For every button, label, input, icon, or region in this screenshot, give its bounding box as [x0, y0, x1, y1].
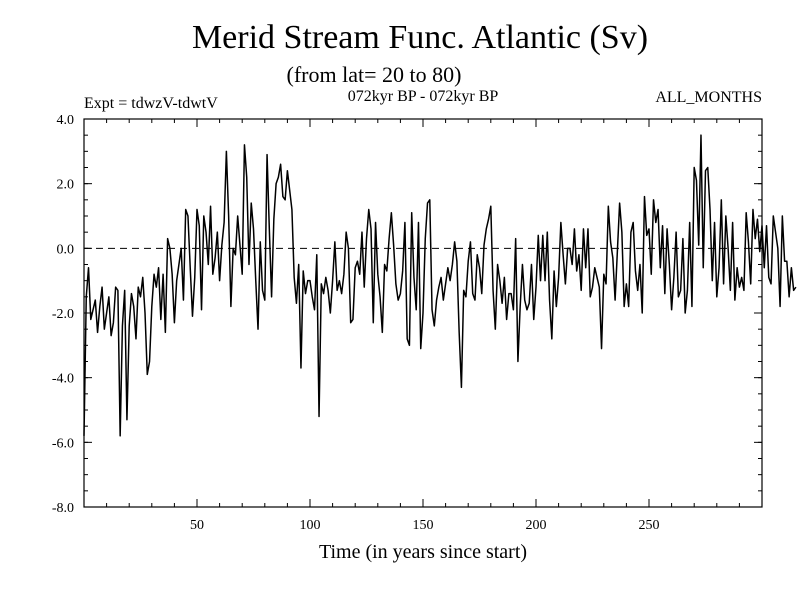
x-tick-label: 150 — [413, 518, 434, 533]
y-tick-label: -8.0 — [52, 501, 74, 516]
y-tick-label: 4.0 — [57, 113, 75, 128]
y-tick-label: 2.0 — [57, 178, 75, 193]
experiment-label: Expt = tdwzV-tdwtV — [84, 95, 218, 112]
y-tick-label: 0.0 — [57, 242, 75, 257]
x-tick-label: 100 — [300, 518, 321, 533]
months-label: ALL_MONTHS — [655, 89, 762, 106]
chart-subtitle: (from lat= 20 to 80) — [287, 62, 462, 87]
x-tick-label: 250 — [639, 518, 660, 533]
y-tick-label: -6.0 — [52, 436, 74, 451]
series-layer — [83, 134, 797, 437]
x-tick-label: 50 — [190, 518, 204, 533]
y-tick-label: -2.0 — [52, 307, 74, 322]
y-axis: 4.0 2.0 0.0 -2.0 -4.0 -6.0 -8.0 — [52, 113, 762, 516]
x-axis-label: Time (in years since start) — [319, 541, 527, 563]
x-tick-label: 200 — [526, 518, 547, 533]
series-line — [83, 134, 797, 437]
period-label: 072kyr BP - 072kyr BP — [348, 88, 499, 105]
x-axis: 50 100 150 200 250 — [190, 119, 660, 533]
chart-title: Merid Stream Func. Atlantic (Sv) — [192, 19, 648, 56]
y-tick-label: -4.0 — [52, 372, 74, 387]
